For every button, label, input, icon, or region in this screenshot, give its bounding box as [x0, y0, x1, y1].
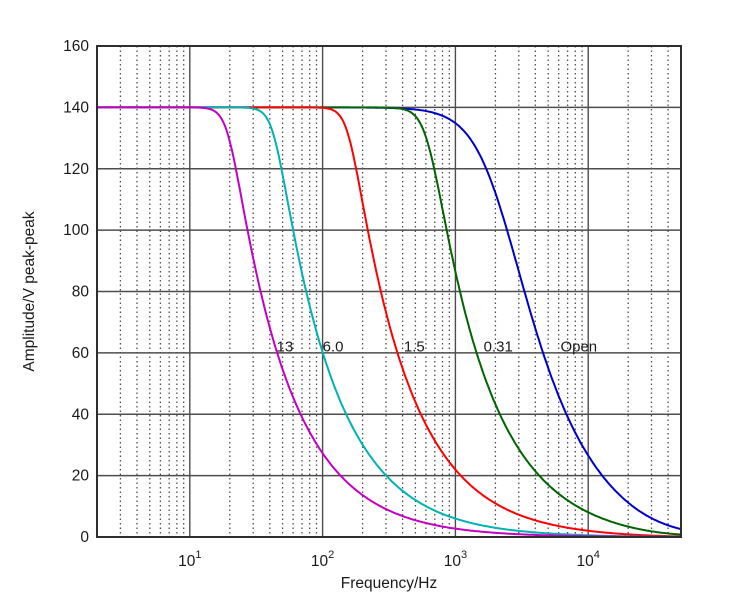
curve-open [96, 106, 682, 531]
y-tick-label: 160 [63, 38, 89, 55]
y-tick-label: 0 [80, 529, 89, 546]
y-tick-label: 20 [72, 468, 90, 485]
y-tick-label: 100 [63, 222, 89, 239]
x-tick-label: 104 [577, 549, 600, 570]
x-tick-label: 102 [311, 549, 334, 570]
curve-label-6-0: 6.0 [323, 339, 344, 356]
x-tick-label: 103 [444, 549, 467, 570]
y-tick-label: 60 [72, 345, 90, 362]
curve-label-13: 13 [277, 339, 294, 356]
y-tick-label: 120 [63, 161, 89, 178]
curve-label-1-5: 1.5 [404, 339, 425, 356]
x-tick-label: 101 [178, 549, 201, 570]
curve-label-open: Open [560, 339, 597, 356]
y-tick-label: 40 [72, 406, 90, 423]
y-tick-label: 140 [63, 99, 89, 116]
curve-label-0-31: 0.31 [484, 339, 513, 356]
y-axis-title: Amplitude/V peak-peak [21, 211, 38, 372]
axis-frame [96, 45, 682, 538]
y-tick-label: 80 [72, 284, 90, 301]
curve-1-5 [96, 106, 682, 538]
x-axis-title: Frequency/Hz [341, 575, 437, 592]
